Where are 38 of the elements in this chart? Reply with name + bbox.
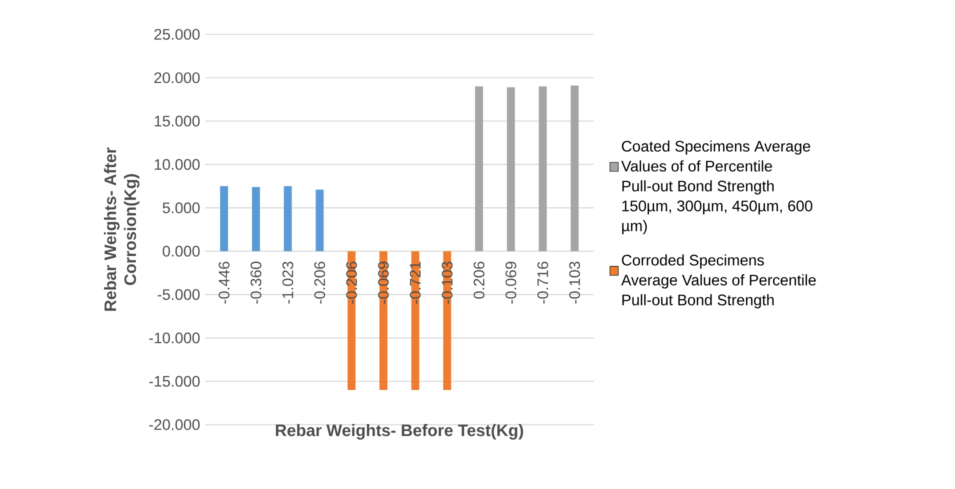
- y-axis-title: Rebar Weights- After Corrosion(Kg): [104, 148, 140, 311]
- x-tick-label: 0.206: [474, 262, 484, 299]
- bar: [538, 86, 547, 252]
- x-tick-label: -0.069: [378, 262, 389, 304]
- x-tick-label: -0.716: [537, 262, 548, 304]
- y-tick-label: 25.000: [154, 29, 200, 40]
- bar: [284, 186, 292, 252]
- y-tick-label: 15.000: [154, 116, 200, 127]
- x-tick-label: -0.721: [410, 262, 421, 304]
- bar: [475, 86, 484, 252]
- bar: [570, 86, 579, 252]
- bar: [411, 251, 420, 390]
- bar: [316, 190, 324, 252]
- bar: [379, 251, 388, 390]
- x-tick-label: -1.023: [282, 262, 294, 304]
- y-tick-label: 0.000: [162, 246, 200, 257]
- x-tick-label: -0.360: [250, 262, 262, 304]
- y-tick-label: -10.000: [149, 332, 200, 344]
- y-tick-label: -5.000: [158, 289, 200, 300]
- bar: [220, 186, 228, 252]
- y-tick-label: 10.000: [154, 159, 200, 170]
- text: Coated Specimens Average Values of of Percentile Pull-out Bond Strength 150µm, 300µm, 450µm, 600 µm): [621, 140, 812, 234]
- x-tick-label: -0.206: [346, 262, 357, 304]
- bar: [252, 187, 260, 252]
- y-tick-label: -15.000: [149, 376, 200, 387]
- bar: [443, 251, 452, 390]
- x-axis-title: Rebar Weights- Before Test(Kg): [276, 424, 524, 440]
- bar: [348, 251, 356, 390]
- x-tick-label: -0.206: [314, 262, 326, 304]
- legend-label: Corroded Specimens Average Values of Percentile Pull-out Bond Strength: [621, 254, 816, 308]
- x-tick-label: -0.069: [506, 262, 516, 304]
- bar: [506, 87, 515, 252]
- y-tick-label: -20.000: [149, 419, 200, 430]
- x-tick-label: -0.103: [569, 262, 580, 304]
- y-tick-label: 5.000: [162, 202, 200, 214]
- x-tick-label: -0.103: [442, 262, 453, 304]
- y-tick-label: 20.000: [154, 72, 200, 84]
- x-tick-label: -0.446: [218, 262, 230, 304]
